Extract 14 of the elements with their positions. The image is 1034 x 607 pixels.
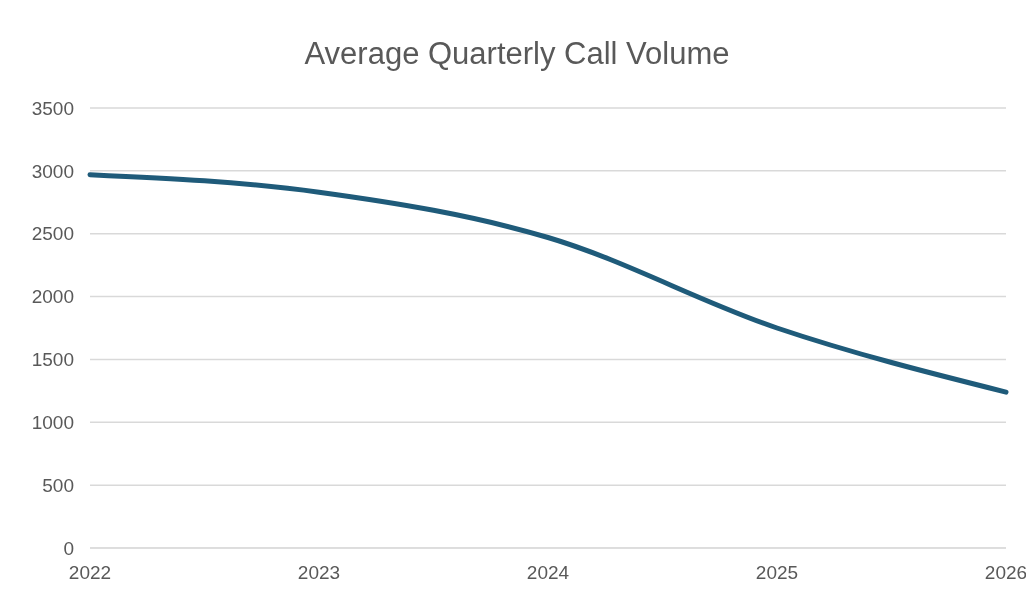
y-tick-label: 0	[63, 537, 74, 559]
y-tick-label: 500	[42, 474, 74, 496]
chart-title: Average Quarterly Call Volume	[303, 35, 731, 73]
y-tick-label: 3000	[31, 160, 74, 182]
y-tick-label: 2500	[31, 223, 74, 245]
x-tick-label: 2023	[297, 562, 341, 584]
y-tick-label: 2000	[31, 286, 74, 308]
x-tick-label: 2025	[755, 562, 799, 584]
y-tick-label: 1500	[31, 349, 74, 371]
y-tick-label: 1000	[31, 412, 74, 434]
y-tick-label: 3500	[31, 97, 74, 119]
x-tick-label: 2026	[984, 562, 1028, 584]
x-tick-label: 2024	[526, 562, 570, 584]
x-tick-label: 2022	[68, 562, 112, 584]
